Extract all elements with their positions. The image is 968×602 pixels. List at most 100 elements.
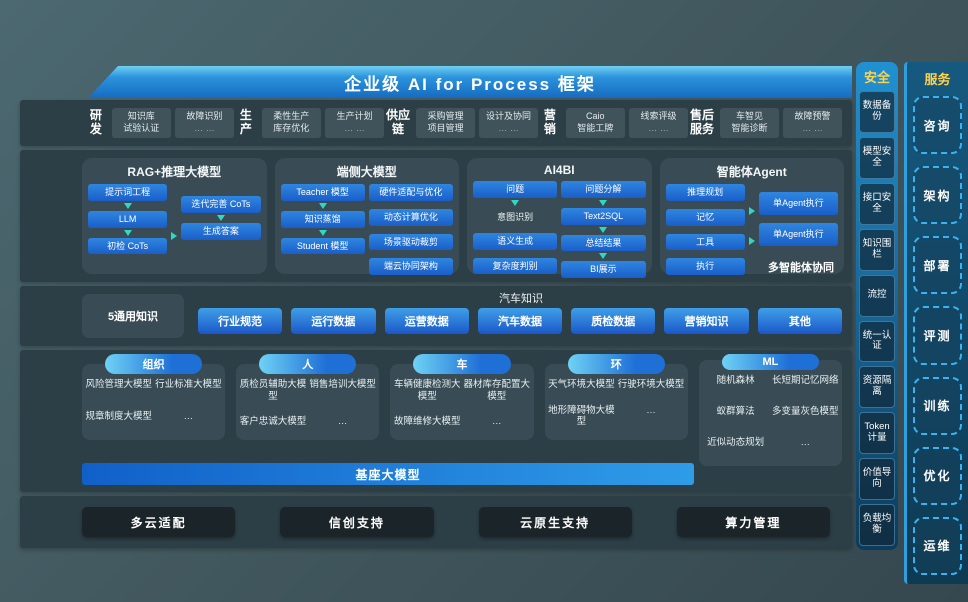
flow-node: 单Agent执行: [758, 222, 838, 246]
compute-item-xinchuang: 信创支持: [280, 507, 434, 537]
compute-item-cloudnative: 云原生支持: [478, 507, 632, 537]
flow-node: 执行: [665, 258, 745, 276]
model-item: 客户忠诚大模型: [239, 416, 307, 428]
app-group-label: 营销: [543, 108, 556, 136]
model-group-pill: 车: [413, 354, 511, 374]
knowledge-pill: 汽车数据: [477, 308, 563, 334]
service-item: 部署: [913, 236, 962, 295]
app-item-box: 知识库 试验认证: [111, 108, 171, 138]
model-item: 规章制度大模型: [85, 410, 153, 422]
flow-node: 提示词工程: [88, 184, 168, 201]
app-item-box: 车智见 智能诊断: [720, 108, 780, 138]
framework-title: 企业级 AI for Process 框架: [344, 74, 596, 94]
knowledge-pill: 行业规范: [198, 308, 283, 334]
app-item: 智能工牌: [577, 123, 614, 133]
app-item-box: 采购管理 项目管理: [416, 108, 476, 138]
model-item: 行业标准大模型: [155, 379, 222, 390]
app-item-box: 生产计划 … …: [324, 108, 385, 138]
security-column: 安全 数据备份 模型安全 接口安全 知识围栏 流控 统一认证 资源隔离 Toke…: [856, 62, 898, 550]
flow-node: 记忆: [665, 208, 745, 226]
app-item: 线索评级: [640, 111, 677, 122]
app-item: Caio: [586, 111, 605, 122]
model-item-ellipsis: …: [492, 416, 502, 428]
arrow-down-icon: [123, 229, 132, 236]
app-item: 故障识别: [186, 111, 223, 122]
knowledge-pill: 其他: [757, 308, 842, 334]
flow-node: 知识蒸馏: [280, 210, 365, 228]
model-item: 质检员辅助大模型: [239, 379, 307, 402]
arrow-down-icon: [123, 202, 132, 209]
model-item-ellipsis: …: [800, 437, 810, 448]
model-group-organization: 组织 风险管理大模型 行业标准大模型 规章制度大模型 …: [82, 354, 226, 440]
panel-rag: RAG+推理大模型 提示词工程 LLM 初检 CoTs 迭代完善 CoTs 生成…: [82, 158, 267, 274]
service-item: 咨询: [913, 96, 962, 155]
model-item: 车辆健康检测大模型: [393, 379, 461, 402]
panel-edge-model: 端侧大模型 Teacher 模型 知识蒸馏 Student 模型 硬件适配与优化…: [274, 158, 459, 276]
model-group-pill: 人: [259, 354, 357, 374]
capability-layer-band: RAG+推理大模型 提示词工程 LLM 初检 CoTs 迭代完善 CoTs 生成…: [20, 150, 852, 282]
app-group-label: 售后服务: [690, 108, 715, 136]
model-group-pill: 组织: [104, 354, 203, 374]
application-layer-band: 研发 知识库 试验认证 故障识别 … … 生产 柔性生产 库存优化 生产计划 ……: [20, 100, 852, 146]
flow-node: Teacher 模型: [280, 184, 365, 201]
app-item-box: 故障预警 … …: [783, 108, 842, 138]
app-item: 库存优化: [273, 123, 310, 133]
app-item: 项目管理: [427, 123, 464, 133]
panel-agent: 智能体Agent 推理规划 记忆 工具 执行 单Agent执行: [659, 158, 844, 276]
security-item: 接口安全: [859, 182, 895, 225]
arrow-right-icon: [748, 237, 755, 245]
app-item: 柔性生产: [273, 111, 310, 122]
security-item: 负载均衡: [859, 504, 895, 547]
flow-node: 迭代完善 CoTs: [181, 196, 261, 213]
app-group-supply-chain: 供应链 采购管理 项目管理 设计及协同 … …: [384, 108, 538, 138]
app-item-ellipsis: … …: [802, 123, 823, 133]
flow-node: 动态计算优化: [368, 208, 453, 226]
flow-node: Text2SQL: [561, 207, 646, 225]
model-item: 天气环境大模型: [548, 379, 615, 390]
model-item: 蚁群算法: [716, 406, 755, 417]
knowledge-pill: 运营数据: [384, 308, 469, 334]
app-item: 智能诊断: [731, 123, 768, 133]
knowledge-layer-band: 5通用知识 汽车知识 行业规范 运行数据 运营数据 汽车数据 质检数据 营销知识…: [20, 286, 852, 346]
security-item: 价值导向: [859, 458, 895, 501]
app-group-label: 供应链: [386, 108, 411, 136]
model-item: 风险管理大模型: [85, 379, 153, 390]
app-item: 故障预警: [794, 111, 831, 122]
flow-label: 意图识别: [497, 211, 534, 222]
arrow-down-icon: [511, 199, 520, 206]
flow-node: 生成答案: [181, 222, 261, 240]
service-item: 架构: [913, 166, 962, 225]
service-item: 优化: [913, 446, 962, 505]
security-item: 数据备份: [859, 91, 895, 133]
flow-node: BI展示: [561, 261, 646, 279]
model-item-ellipsis: …: [646, 404, 656, 416]
general-knowledge-box: 5通用知识: [82, 294, 184, 338]
model-item: 故障维修大模型: [393, 416, 461, 428]
model-group-people: 人 质检员辅助大模型 销售培训大模型 客户忠诚大模型 …: [236, 354, 380, 440]
model-item: 行驶环境大模型: [617, 379, 685, 390]
arrow-right-icon: [748, 207, 755, 215]
knowledge-pill: 质检数据: [571, 308, 656, 334]
flow-node: 问题分解: [561, 181, 646, 198]
app-item-box: 故障识别 … …: [174, 108, 235, 138]
service-title: 服务: [924, 72, 951, 87]
flow-node: 推理规划: [665, 184, 745, 201]
model-group-environment: 环 天气环境大模型 行驶环境大模型 地形障碍物大模型 …: [544, 354, 688, 440]
flow-node: 语义生成: [473, 232, 558, 250]
arrow-down-icon: [216, 214, 225, 221]
model-item: 销售培训大模型: [309, 379, 376, 390]
model-item: 地形障碍物大模型: [548, 404, 615, 428]
app-item-box: 柔性生产 库存优化: [261, 108, 321, 138]
app-group-rd: 研发 知识库 试验认证 故障识别 … …: [84, 108, 235, 138]
auto-knowledge-title: 汽车知识: [499, 293, 543, 305]
security-item: Token计量: [859, 412, 895, 455]
arrow-down-icon: [318, 229, 327, 236]
flow-node: 单Agent执行: [758, 192, 838, 215]
arrow-down-icon: [599, 199, 608, 206]
arrow-down-icon: [318, 202, 327, 209]
flow-node: 工具: [665, 233, 745, 251]
knowledge-pill: 运行数据: [291, 308, 376, 334]
model-layer-band: 组织 风险管理大模型 行业标准大模型 规章制度大模型 … 人 质检员辅助大模型 …: [20, 350, 852, 492]
app-group-label: 生产: [239, 108, 252, 136]
app-item-box: 线索评级 … …: [628, 108, 689, 138]
